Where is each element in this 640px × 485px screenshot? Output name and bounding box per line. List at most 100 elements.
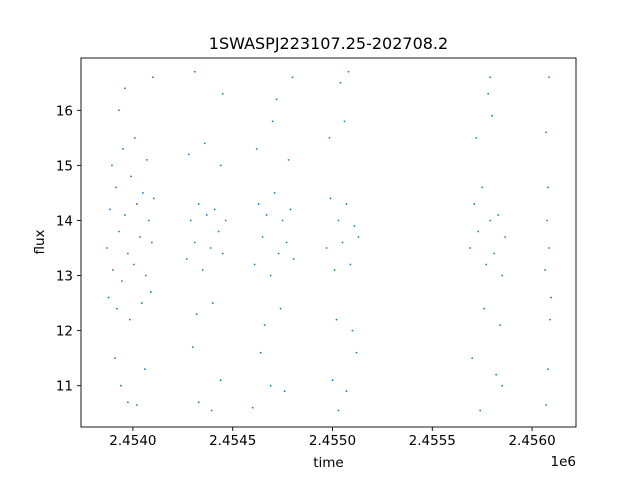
data-point xyxy=(133,136,136,139)
data-point xyxy=(328,136,331,139)
data-point xyxy=(481,186,484,189)
data-point xyxy=(151,76,154,79)
data-point xyxy=(144,274,147,277)
data-point xyxy=(129,318,131,321)
data-point xyxy=(140,302,143,304)
data-point xyxy=(357,236,360,238)
data-point xyxy=(127,401,129,404)
data-point xyxy=(120,384,122,387)
data-point xyxy=(209,247,212,249)
data-point xyxy=(132,263,135,266)
data-point xyxy=(291,76,294,79)
data-point xyxy=(325,247,328,249)
data-point xyxy=(335,318,338,321)
data-point xyxy=(152,197,155,200)
data-point xyxy=(257,203,260,205)
y-tick-label: 14 xyxy=(56,213,73,229)
data-point xyxy=(203,142,206,145)
plot-frame xyxy=(80,57,577,428)
data-point xyxy=(193,70,196,73)
data-point xyxy=(141,192,144,194)
data-point xyxy=(548,76,550,79)
data-point xyxy=(349,263,352,266)
data-point xyxy=(504,236,507,238)
data-point xyxy=(473,203,476,205)
data-point xyxy=(497,214,500,216)
data-point xyxy=(277,252,280,255)
x-tick-label: 2.4550 xyxy=(309,433,356,449)
data-point xyxy=(547,186,549,189)
data-point xyxy=(221,92,224,95)
data-point xyxy=(255,147,258,150)
x-tick-label: 2.4540 xyxy=(109,433,156,449)
data-point xyxy=(479,409,482,412)
data-point xyxy=(347,70,350,73)
y-axis: 11 12 13 14 15 16 xyxy=(56,103,81,395)
data-point xyxy=(341,241,344,244)
data-point xyxy=(339,81,342,84)
data-point xyxy=(149,291,152,293)
data-point xyxy=(489,76,492,79)
y-tick-label: 13 xyxy=(56,269,73,285)
data-point xyxy=(112,269,114,271)
data-point xyxy=(285,241,288,244)
data-point xyxy=(197,401,200,404)
data-point xyxy=(193,241,196,244)
data-point xyxy=(251,406,254,409)
data-point xyxy=(471,357,474,360)
x-tick-label: 2.4560 xyxy=(508,433,555,449)
data-point xyxy=(269,274,272,277)
data-point xyxy=(191,346,194,349)
data-point xyxy=(546,219,548,222)
data-point xyxy=(118,230,120,233)
data-point xyxy=(269,384,272,387)
data-point xyxy=(195,313,198,315)
data-point xyxy=(109,208,111,211)
data-point xyxy=(550,296,552,299)
data-point xyxy=(217,230,220,233)
data-point xyxy=(115,186,117,189)
data-point xyxy=(201,269,204,271)
y-tick-label: 11 xyxy=(56,379,73,395)
data-point xyxy=(489,219,492,222)
data-point xyxy=(491,114,494,117)
data-point xyxy=(475,136,478,139)
data-point xyxy=(263,324,266,327)
data-point xyxy=(118,109,120,112)
data-point xyxy=(138,236,141,238)
data-point xyxy=(545,131,547,134)
data-point xyxy=(501,274,504,277)
data-point xyxy=(343,120,346,123)
data-point xyxy=(122,147,124,150)
data-point xyxy=(197,203,200,205)
x-axis-offset-label: 1e6 xyxy=(551,454,576,470)
data-point xyxy=(549,318,551,321)
y-tick-label: 12 xyxy=(56,324,73,340)
data-point xyxy=(221,252,224,255)
data-point xyxy=(121,280,123,282)
data-point xyxy=(353,225,356,227)
data-point xyxy=(107,296,110,299)
data-point xyxy=(211,302,214,304)
data-point xyxy=(287,158,290,161)
data-point xyxy=(185,258,188,260)
data-point xyxy=(205,214,208,216)
y-tick-label: 16 xyxy=(56,103,73,119)
data-point xyxy=(135,404,138,406)
data-point xyxy=(495,373,498,376)
y-axis-label: flux xyxy=(32,229,48,254)
data-point xyxy=(143,368,146,371)
x-tick-label: 2.4555 xyxy=(409,433,456,449)
data-point xyxy=(485,263,488,266)
data-point xyxy=(477,230,480,233)
data-point xyxy=(345,390,348,393)
data-point xyxy=(355,351,358,354)
x-axis-label: time xyxy=(313,455,344,471)
data-point xyxy=(259,351,262,354)
data-point xyxy=(145,158,148,161)
data-point xyxy=(547,368,549,371)
data-point xyxy=(271,120,274,123)
